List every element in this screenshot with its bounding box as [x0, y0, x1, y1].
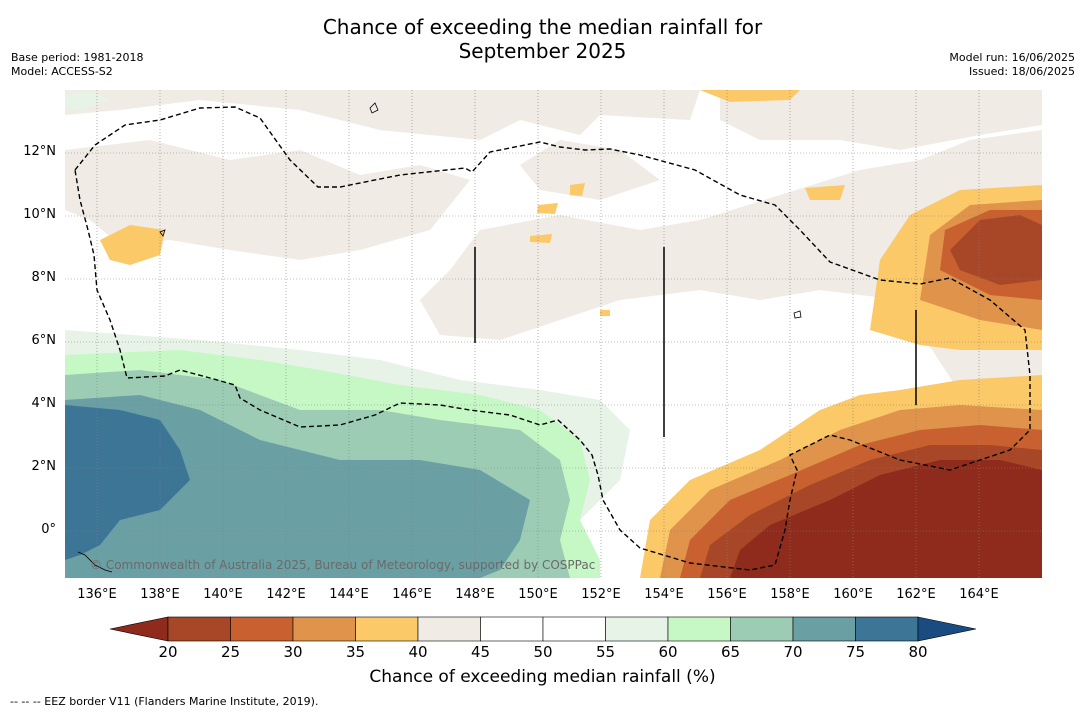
- eez-footnote: -- -- -- EEZ border V11 (Flanders Marine…: [10, 695, 319, 708]
- colorbar-segment: [355, 616, 419, 642]
- x-tick: 148°E: [455, 587, 495, 602]
- x-tick: 156°E: [707, 587, 747, 602]
- colorbar-segment: [167, 616, 231, 642]
- colorbar-segment: [292, 616, 356, 642]
- colorbar-tick-label: 75: [845, 643, 866, 661]
- y-tick: 6°N: [31, 333, 57, 348]
- x-tick: 158°E: [770, 587, 810, 602]
- colorbar-tick-label: 40: [408, 643, 428, 661]
- colorbar-segment: [417, 616, 481, 642]
- model-name: Model: ACCESS-S2: [11, 65, 113, 78]
- map-title-line1: Chance of exceeding the median rainfall …: [322, 15, 763, 39]
- eez-border: [74, 106, 1031, 571]
- model-run: Model run: 16/06/2025: [949, 51, 1075, 64]
- x-tick: 152°E: [581, 587, 621, 602]
- colorbar-tick-label: 60: [658, 643, 678, 661]
- colorbar-segment: [667, 616, 731, 642]
- x-tick: 154°E: [644, 587, 684, 602]
- base-period: Base period: 1981-2018: [11, 51, 144, 64]
- colorbar-segment: [792, 616, 856, 642]
- x-tick: 140°E: [203, 587, 243, 602]
- colorbar-tick-label: 50: [533, 643, 553, 661]
- x-tick: 136°E: [77, 587, 117, 602]
- colorbar-segment: [730, 616, 794, 642]
- colorbar: [109, 616, 977, 642]
- colorbar-tick-label: 55: [595, 643, 616, 661]
- beige-regions: [65, 90, 1042, 520]
- colorbar-tick-label: 45: [470, 643, 491, 661]
- colorbar-tick-label: 35: [345, 643, 366, 661]
- y-tick: 12°N: [23, 144, 56, 159]
- colorbar-tick-label: 25: [220, 643, 241, 661]
- colorbar-label: Chance of exceeding median rainfall (%): [369, 667, 716, 687]
- colorbar-tick-label: 30: [283, 643, 303, 661]
- y-tick: 10°N: [23, 207, 56, 222]
- colorbar-arrow-high: [917, 616, 977, 642]
- colorbar-segment: [542, 616, 606, 642]
- x-tick: 150°E: [518, 587, 558, 602]
- map-title-line2: September 2025: [458, 39, 627, 63]
- x-tick: 146°E: [392, 587, 432, 602]
- copyright-text: © Commonwealth of Australia 2025, Bureau…: [90, 558, 596, 572]
- x-tick: 160°E: [833, 587, 873, 602]
- x-tick: 164°E: [959, 587, 999, 602]
- colorbar-tick-label: 20: [158, 643, 178, 661]
- colorbar-segment: [605, 616, 669, 642]
- x-tick: 138°E: [140, 587, 180, 602]
- y-tick: 0°: [41, 522, 56, 537]
- colorbar-tick-label: 70: [783, 643, 803, 661]
- y-tick: 8°N: [31, 270, 57, 285]
- colorbar-segment: [230, 616, 294, 642]
- colorbar-segment: [855, 616, 919, 642]
- colorbar-tick-label: 65: [720, 643, 741, 661]
- issued-date: Issued: 18/06/2025: [968, 65, 1075, 78]
- y-tick: 4°N: [31, 396, 57, 411]
- x-tick: 142°E: [266, 587, 306, 602]
- colorbar-tick-label: 80: [908, 643, 928, 661]
- x-tick: 162°E: [896, 587, 936, 602]
- colorbar-arrow-low: [109, 616, 169, 642]
- colorbar-segment: [480, 616, 544, 642]
- y-tick: 2°N: [31, 459, 57, 474]
- x-tick: 144°E: [329, 587, 369, 602]
